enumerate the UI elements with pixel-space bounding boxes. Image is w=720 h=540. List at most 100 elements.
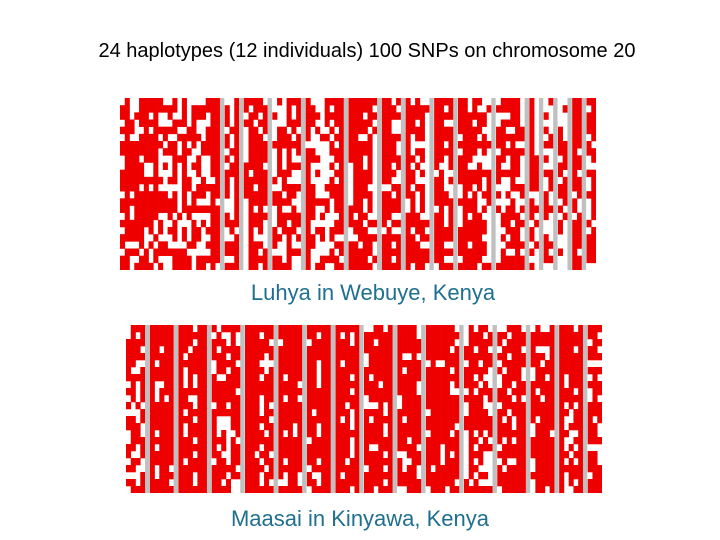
snp-cell <box>126 367 132 375</box>
snp-cell <box>576 262 583 270</box>
snp-cell <box>143 219 149 228</box>
snp-cell <box>316 409 322 417</box>
snp-cell <box>578 409 584 417</box>
snp-cell <box>483 437 489 445</box>
snp-column-missing <box>421 325 426 493</box>
snp-cell <box>162 198 168 206</box>
snp-cell <box>211 465 217 473</box>
snp-cell <box>130 430 136 438</box>
snp-cell <box>200 176 206 185</box>
snp-cell <box>434 112 440 120</box>
snp-cell <box>124 141 130 149</box>
snp-cell <box>253 162 259 170</box>
snp-cell <box>268 430 274 438</box>
snp-cell <box>568 458 574 466</box>
snp-cell <box>254 346 260 354</box>
snp-cell <box>548 169 554 178</box>
snp-cell <box>202 486 208 493</box>
snp-cell <box>530 437 536 445</box>
snp-cell <box>211 409 217 417</box>
snp-cell <box>430 360 436 368</box>
snp-cell <box>210 255 216 264</box>
snp-cell <box>197 367 203 375</box>
snp-cell <box>253 191 259 199</box>
snp-cell <box>381 98 387 106</box>
snp-cell <box>292 444 298 452</box>
snp-cell <box>319 255 325 264</box>
snp-cell <box>419 119 425 127</box>
snp-cell <box>329 255 335 264</box>
snp-cell <box>215 126 221 135</box>
snp-cell <box>124 219 130 228</box>
snp-cell <box>438 198 444 206</box>
snp-cell <box>344 360 351 368</box>
snp-cell <box>463 367 470 375</box>
snp-cell <box>139 98 145 106</box>
snp-cell <box>535 402 541 410</box>
snp-cell <box>434 227 440 235</box>
snp-cell <box>405 169 411 178</box>
snp-cell <box>148 98 154 106</box>
snp-cell <box>325 367 331 375</box>
snp-cell <box>549 395 555 403</box>
snp-cell <box>310 112 316 120</box>
snp-cell <box>143 112 149 120</box>
snp-cell <box>296 162 302 170</box>
snp-cell <box>329 148 335 156</box>
snp-cell <box>358 155 364 163</box>
snp-cell <box>578 486 584 493</box>
snp-cell <box>529 248 535 256</box>
snp-cell <box>158 126 164 135</box>
snp-cell <box>540 472 546 480</box>
snp-cell <box>511 486 517 493</box>
snp-cell <box>410 169 416 178</box>
snp-cell <box>235 458 241 466</box>
snp-cell <box>124 98 130 106</box>
snp-cell <box>210 184 216 192</box>
snp-cell <box>478 423 484 431</box>
snp-column-missing <box>524 98 529 270</box>
snp-cell <box>348 255 354 264</box>
snp-cell <box>329 98 335 106</box>
snp-cell <box>516 381 522 389</box>
snp-cell <box>235 402 241 410</box>
snp-cell <box>120 184 126 192</box>
snp-cell <box>197 437 203 445</box>
snp-cell <box>258 141 264 149</box>
snp-cell <box>438 255 444 264</box>
snp-cell <box>134 162 140 170</box>
snp-cell <box>243 191 249 199</box>
snp-cell <box>534 162 540 170</box>
snp-cell <box>529 148 535 156</box>
snp-cell <box>515 126 521 135</box>
snp-cell <box>530 451 536 459</box>
snp-cell <box>506 339 512 347</box>
snp-cell <box>454 332 460 340</box>
snp-cell <box>245 409 251 417</box>
snp-cell <box>544 430 550 438</box>
snp-cell <box>124 262 130 270</box>
snp-cell <box>410 241 416 249</box>
snp-cell <box>530 444 536 452</box>
snp-cell <box>448 141 454 149</box>
snp-cell <box>286 255 292 264</box>
snp-cell <box>310 119 316 127</box>
snp-cell <box>183 339 189 347</box>
snp-cell <box>178 367 184 375</box>
snp-cell <box>172 126 178 135</box>
snp-cell <box>586 241 592 249</box>
snp-cell <box>478 325 484 333</box>
snp-cell <box>468 367 474 375</box>
snp-cell <box>496 105 502 113</box>
snp-cell <box>467 155 473 163</box>
snp-cell <box>473 381 479 389</box>
snp-cell <box>435 458 441 466</box>
snp-cell <box>192 367 198 375</box>
snp-cell <box>143 126 149 135</box>
snp-cell <box>315 155 321 163</box>
snp-cell <box>259 353 265 361</box>
snp-cell <box>215 212 221 221</box>
snp-cell <box>321 486 327 493</box>
snp-cell <box>502 402 508 410</box>
snp-cell <box>406 367 412 375</box>
